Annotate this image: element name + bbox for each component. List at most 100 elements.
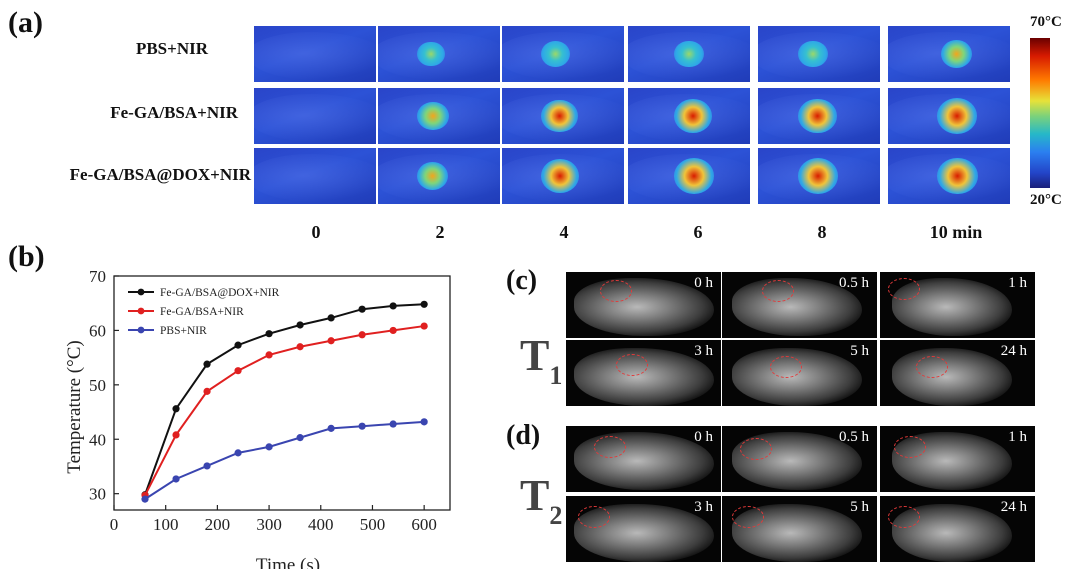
- y-tick-label: 70: [89, 267, 106, 286]
- panel-a-letter: (a): [8, 6, 43, 39]
- x-tick-label: 100: [153, 515, 179, 534]
- thermal-image-r2-c2: [502, 148, 624, 204]
- time-point-label: 1 h: [1008, 275, 1027, 291]
- time-point-label: 3 h: [694, 343, 713, 359]
- x-tick-label: 300: [256, 515, 282, 534]
- data-point-s1-4: [265, 351, 273, 359]
- tumor-region-circle: [740, 438, 772, 460]
- data-point-s0-1: [172, 405, 180, 413]
- data-point-s2-6: [327, 424, 335, 432]
- data-point-s1-9: [420, 322, 428, 330]
- row-label-fe-ga-bsa-dox: Fe-GA/BSA@DOX+NIR: [69, 165, 251, 184]
- tumor-region-circle: [732, 506, 764, 528]
- data-point-s0-5: [296, 321, 304, 329]
- tumor-region-circle: [600, 280, 632, 302]
- mouse-tissue: [732, 278, 862, 336]
- x-tick-label: 400: [308, 515, 334, 534]
- time-label-2: 2: [435, 222, 445, 242]
- tumor-region-circle: [594, 436, 626, 458]
- data-point-s1-2: [203, 387, 211, 395]
- data-point-s2-7: [358, 422, 366, 430]
- tumor-hotspot: [674, 158, 715, 194]
- chart-legend: Fe-GA/BSA@DOX+NIR Fe-GA/BSA+NIR PBS+NIR: [128, 287, 280, 337]
- time-label-4: 4: [559, 222, 569, 242]
- time-label-8: 8: [817, 222, 827, 242]
- temperature-colorbar: [1030, 38, 1050, 188]
- tumor-region-circle: [888, 506, 920, 528]
- t1-sequence-letter: T: [520, 331, 550, 380]
- tumor-region-circle: [762, 280, 794, 302]
- mouse-body-silhouette: [254, 32, 376, 80]
- data-point-s1-6: [327, 337, 335, 345]
- thermal-image-r1-c4: [758, 88, 880, 144]
- tumor-region-circle: [578, 506, 610, 528]
- legend-label-0: Fe-GA/BSA@DOX+NIR: [160, 287, 280, 299]
- tumor-region-circle: [916, 356, 948, 378]
- mri-c-image-0: 0 h: [566, 272, 721, 338]
- thermal-image-r1-c5: [888, 88, 1010, 144]
- data-point-s2-2: [203, 462, 211, 470]
- data-point-s0-3: [234, 341, 242, 349]
- thermal-image-r2-c3: [628, 148, 750, 204]
- colorbar-max-label: 70°C: [1030, 14, 1062, 30]
- thermal-image-r0-c5: [888, 26, 1010, 82]
- data-point-s0-6: [327, 314, 335, 322]
- data-point-s1-7: [358, 331, 366, 339]
- data-point-s0-4: [265, 330, 273, 338]
- thermal-image-r2-c4: [758, 148, 880, 204]
- x-tick-label: 200: [205, 515, 231, 534]
- time-point-label: 24 h: [1000, 499, 1027, 515]
- data-point-s1-1: [172, 431, 180, 439]
- thermal-image-r1-c3: [628, 88, 750, 144]
- tumor-hotspot: [417, 101, 450, 131]
- legend-marker-2: [137, 326, 145, 334]
- row-label-pbs: PBS+NIR: [135, 39, 208, 58]
- tumor-hotspot: [936, 157, 978, 195]
- mouse-tissue: [892, 348, 1012, 406]
- mri-d-image-3: 3 h: [566, 496, 721, 562]
- t2-subscript: 2: [549, 501, 563, 530]
- data-point-s1-3: [234, 367, 242, 375]
- mri-c-image-4: 5 h: [722, 340, 877, 406]
- mri-c-image-3: 3 h: [566, 340, 721, 406]
- mouse-body-silhouette: [254, 154, 376, 202]
- tumor-hotspot: [940, 40, 972, 68]
- y-tick-label: 40: [89, 430, 106, 449]
- mri-c-image-1: 0.5 h: [722, 272, 877, 338]
- time-point-label: 0 h: [694, 429, 713, 445]
- thermal-image-r1-c0: [254, 88, 376, 144]
- data-point-s1-5: [296, 343, 304, 351]
- time-point-label: 5 h: [850, 499, 869, 515]
- time-point-label: 0.5 h: [839, 275, 869, 291]
- legend-marker-1: [137, 307, 145, 315]
- mouse-tissue: [574, 278, 714, 336]
- legend-label-2: PBS+NIR: [160, 325, 207, 337]
- y-tick-label: 30: [89, 485, 106, 504]
- tumor-hotspot: [936, 98, 977, 134]
- thermal-image-r0-c0: [254, 26, 376, 82]
- data-point-s2-4: [265, 443, 273, 451]
- data-point-s2-0: [141, 495, 149, 503]
- tumor-hotspot: [674, 40, 705, 68]
- t2-sequence-letter: T: [520, 471, 550, 520]
- time-point-label: 0 h: [694, 275, 713, 291]
- data-point-s2-3: [234, 449, 242, 457]
- mri-d-image-2: 1 h: [880, 426, 1035, 492]
- thermal-image-r2-c0: [254, 148, 376, 204]
- tumor-hotspot: [798, 158, 839, 194]
- mri-c-image-5: 24 h: [880, 340, 1035, 406]
- tumor-hotspot: [674, 99, 712, 133]
- x-axis-label: Time (s): [256, 555, 320, 569]
- thermal-image-r1-c1: [378, 88, 500, 144]
- tumor-region-circle: [616, 354, 648, 376]
- tumor-region-circle: [770, 356, 802, 378]
- t2-label: T2: [520, 470, 562, 530]
- chart-axes: 0 100 200 300 400 500 600 30 40 50 60 70: [89, 267, 451, 534]
- thermal-image-r0-c2: [502, 26, 624, 82]
- tumor-hotspot: [541, 41, 570, 67]
- time-label-6: 6: [693, 222, 703, 242]
- mouse-tissue: [574, 348, 714, 406]
- data-point-s2-9: [420, 418, 428, 426]
- time-label-0: 0: [311, 222, 321, 242]
- tumor-hotspot: [541, 99, 578, 133]
